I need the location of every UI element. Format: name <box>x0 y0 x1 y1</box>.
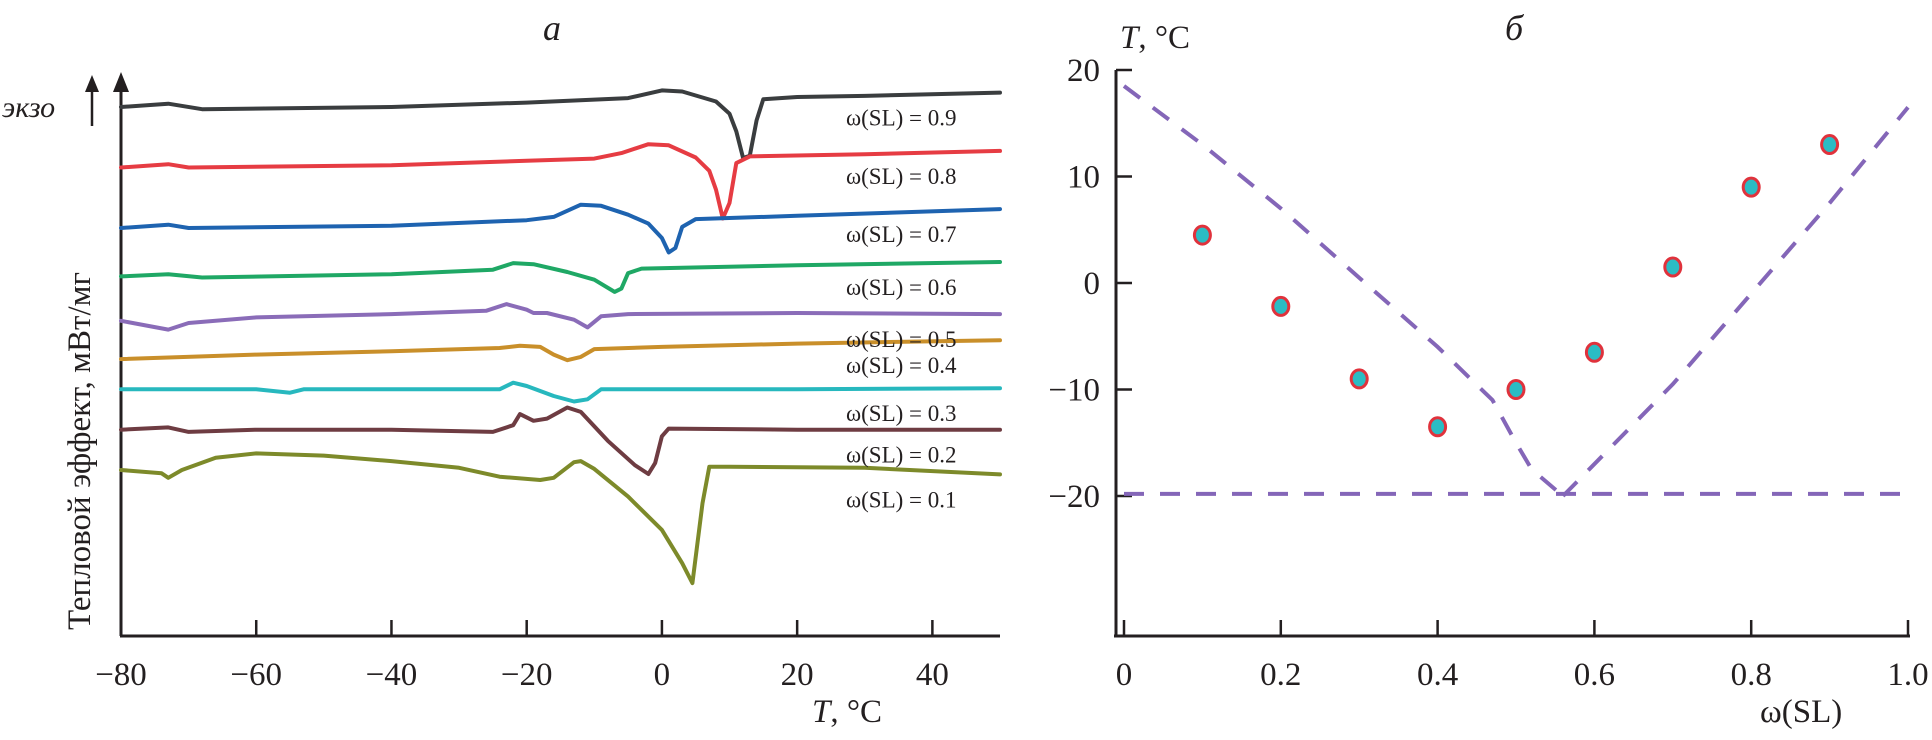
data-point <box>1349 368 1369 390</box>
panel-a-x-tick-label: −40 <box>366 657 418 693</box>
exo-label: экзо <box>2 91 55 124</box>
data-point <box>1820 134 1840 156</box>
panel-b-label: б <box>1505 8 1525 48</box>
panel-b-dashed-lines <box>1122 84 1910 498</box>
dsc-curve <box>119 260 1002 294</box>
panel-a-x-label-unit: , °C <box>830 694 882 730</box>
series-label: ω(SL) = 0.6 <box>846 275 957 300</box>
panel-b-y-tick-label: −20 <box>1048 479 1100 515</box>
panel-b-x-tick-label: 0.4 <box>1417 657 1458 693</box>
series-label: ω(SL) = 0.3 <box>846 401 957 426</box>
panel-a-y-label: Тепловой эффект, мВт/мг <box>62 272 98 630</box>
dashed-line-liquidus-right <box>1561 106 1910 498</box>
panel-b-y-label-var: T <box>1120 20 1141 56</box>
series-label: ω(SL) = 0.4 <box>846 353 957 378</box>
panel-b-x-tick-label: 0.6 <box>1574 657 1615 693</box>
data-point <box>1663 256 1683 278</box>
panel-b: б 20 10 0 −10 −20 0 0.2 0.4 0.6 0.8 1.0 T, °C ω(S… <box>1048 8 1928 730</box>
panel-b-y-label-unit: , °C <box>1138 20 1190 56</box>
exo-arrow-icon <box>85 75 99 92</box>
panel-b-x-tick-label: 0.8 <box>1731 657 1772 693</box>
data-point <box>1428 416 1448 438</box>
series-label: ω(SL) = 0.2 <box>846 443 957 468</box>
series-label: ω(SL) = 0.8 <box>846 164 957 189</box>
data-point <box>1506 379 1526 400</box>
data-point <box>1271 295 1291 317</box>
panel-b-y-tick-label: 20 <box>1067 53 1100 89</box>
panel-b-points <box>1192 134 1840 438</box>
panel-a-x-tick-label: 0 <box>654 657 671 693</box>
panel-b-x-tick-label: 1.0 <box>1887 657 1928 693</box>
panel-a-x-tick-label: 40 <box>916 657 949 693</box>
panel-a-series-labels: ω(SL) = 0.9 ω(SL) = 0.8 ω(SL) = 0.7 ω(SL) =… <box>846 106 957 513</box>
panel-b-x-ticks: 0 0.2 0.4 0.6 0.8 1.0 <box>1116 620 1929 693</box>
dsc-curve <box>119 202 1002 255</box>
dsc-curve <box>119 451 1002 586</box>
series-label: ω(SL) = 0.9 <box>846 106 957 131</box>
series-label: ω(SL) = 0.5 <box>846 327 957 352</box>
panel-b-x-tick-label: 0 <box>1116 657 1133 693</box>
panel-b-y-tick-label: 0 <box>1084 266 1101 302</box>
series-label: ω(SL) = 0.7 <box>846 222 957 247</box>
dsc-curve <box>119 142 1002 221</box>
panel-b-y-tick-label: 10 <box>1067 160 1100 196</box>
panel-b-y-label: T, °C <box>1120 20 1190 56</box>
panel-a-curves <box>119 88 1002 586</box>
panel-b-x-tick-label: 0.2 <box>1260 657 1301 693</box>
data-point <box>1584 341 1604 363</box>
panel-a-x-label: T, °C <box>812 694 882 730</box>
panel-a-x-ticks: −80 −60 −40 −20 0 20 40 <box>95 620 949 693</box>
panel-a-x-tick-label: 20 <box>781 657 814 693</box>
dsc-curve <box>119 88 1002 160</box>
panel-b-y-tick-label: −10 <box>1048 373 1100 409</box>
dsc-curve <box>119 380 1002 404</box>
series-label: ω(SL) = 0.1 <box>846 487 957 512</box>
data-point <box>1192 224 1212 246</box>
dsc-curve <box>119 338 1002 363</box>
panel-a-x-tick-label: −80 <box>95 657 147 693</box>
panel-a: а экзо Тепловой эффект, мВт/мг −80 −60 −40… <box>2 8 1002 730</box>
panel-a-x-tick-label: −20 <box>501 657 553 693</box>
dashed-line-liquidus-left <box>1122 84 1565 498</box>
dsc-curve <box>119 302 1002 332</box>
panel-b-x-label: ω(SL) <box>1760 694 1842 730</box>
panel-a-x-tick-label: −60 <box>230 657 282 693</box>
dsc-curve <box>119 405 1002 476</box>
panel-b-y-ticks: 20 10 0 −10 −20 <box>1048 53 1132 515</box>
panel-a-label: а <box>543 8 561 48</box>
panel-a-y-axis-arrow-icon <box>113 72 129 92</box>
panel-a-x-label-var: T <box>812 694 833 730</box>
data-point <box>1741 176 1761 198</box>
